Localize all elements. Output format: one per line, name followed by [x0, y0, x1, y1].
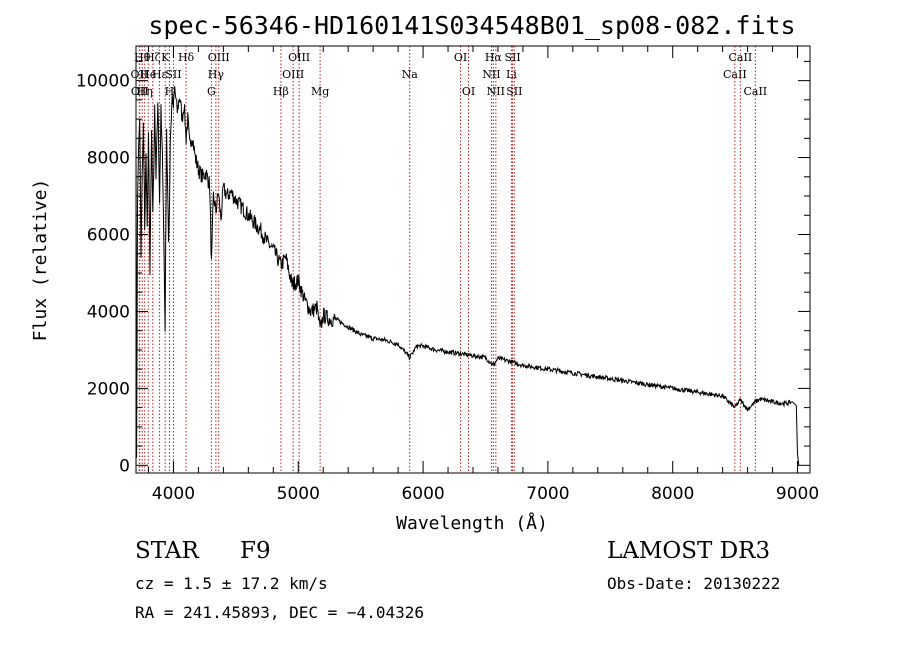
line-label-8: H	[165, 85, 175, 98]
line-label-19: OI	[454, 51, 467, 64]
y-tick-label-2: 4000	[87, 302, 130, 322]
line-label-13: OIII	[208, 51, 230, 64]
line-label-26: SII	[506, 85, 522, 98]
line-label-3: Hη	[137, 85, 153, 98]
line-label-22: Hα	[485, 51, 503, 64]
object-class: STAR	[135, 538, 199, 564]
line-label-9: SII	[165, 68, 181, 81]
x-axis: 4000 5000 6000 7000 8000 9000	[147, 46, 819, 504]
x-tick-label-3: 7000	[526, 484, 569, 504]
line-label-10: Hδ	[178, 51, 195, 64]
chart-title: spec-56346-HD160141S034548B01_sp08-082.f…	[148, 11, 795, 40]
line-label-11: G	[207, 85, 216, 98]
x-tick-label-0: 4000	[152, 484, 195, 504]
line-label-28: CaII	[729, 51, 753, 64]
y-tick-label-5: 10000	[76, 72, 130, 92]
spectral-line-labels: OII OII Hθ Hη He Hζ Hε K H SII Hδ G Hγ OIII Hβ OIII OIII…	[131, 51, 768, 98]
spectral-line-markers	[138, 46, 756, 473]
line-label-0: OII	[131, 68, 149, 81]
plot-frame	[135, 45, 811, 474]
y-tick-label-4: 8000	[87, 149, 130, 169]
x-axis-label: Wavelength (Å)	[396, 512, 548, 534]
line-label-23: NII	[487, 85, 505, 98]
line-label-27: CaII	[723, 68, 747, 81]
line-label-7: K	[161, 51, 170, 64]
line-label-1: OII	[131, 85, 149, 98]
line-label-25: SII	[504, 51, 520, 64]
line-label-21: NII	[482, 68, 500, 81]
x-tick-label-1: 5000	[277, 484, 320, 504]
spectrum-line	[135, 86, 800, 466]
object-subclass: F9	[240, 538, 271, 564]
line-label-15: OIII	[282, 68, 304, 81]
obs-date: Obs-Date: 20130222	[607, 574, 781, 593]
x-tick-label-2: 6000	[401, 484, 444, 504]
y-axis-label: Flux (relative)	[30, 179, 51, 342]
line-label-14: Hβ	[273, 85, 289, 98]
y-tick-label-0: 0	[119, 456, 130, 476]
survey-name: LAMOST DR3	[607, 538, 771, 564]
line-label-4: He	[140, 68, 156, 81]
x-tick-label-4: 8000	[651, 484, 694, 504]
line-label-20: OI	[462, 85, 475, 98]
line-label-5: Hζ	[145, 51, 161, 64]
line-label-6: Hε	[152, 68, 168, 81]
line-label-16: OIII	[288, 51, 310, 64]
coordinates-readout: RA = 241.45893, DEC = −4.04326	[135, 603, 424, 622]
line-label-24: Li	[506, 68, 517, 81]
y-tick-label-3: 6000	[87, 225, 130, 245]
y-axis: 0 2000 4000 6000 8000 10000	[76, 60, 810, 476]
line-label-12: Hγ	[208, 68, 225, 81]
redshift-readout: cz = 1.5 ± 17.2 km/s	[135, 574, 328, 593]
line-label-18: Na	[402, 68, 419, 81]
line-label-2: Hθ	[134, 51, 151, 64]
line-label-29: CaII	[743, 85, 767, 98]
x-tick-label-5: 9000	[776, 484, 819, 504]
line-label-17: Mg	[311, 85, 329, 98]
y-tick-label-1: 2000	[87, 379, 130, 399]
